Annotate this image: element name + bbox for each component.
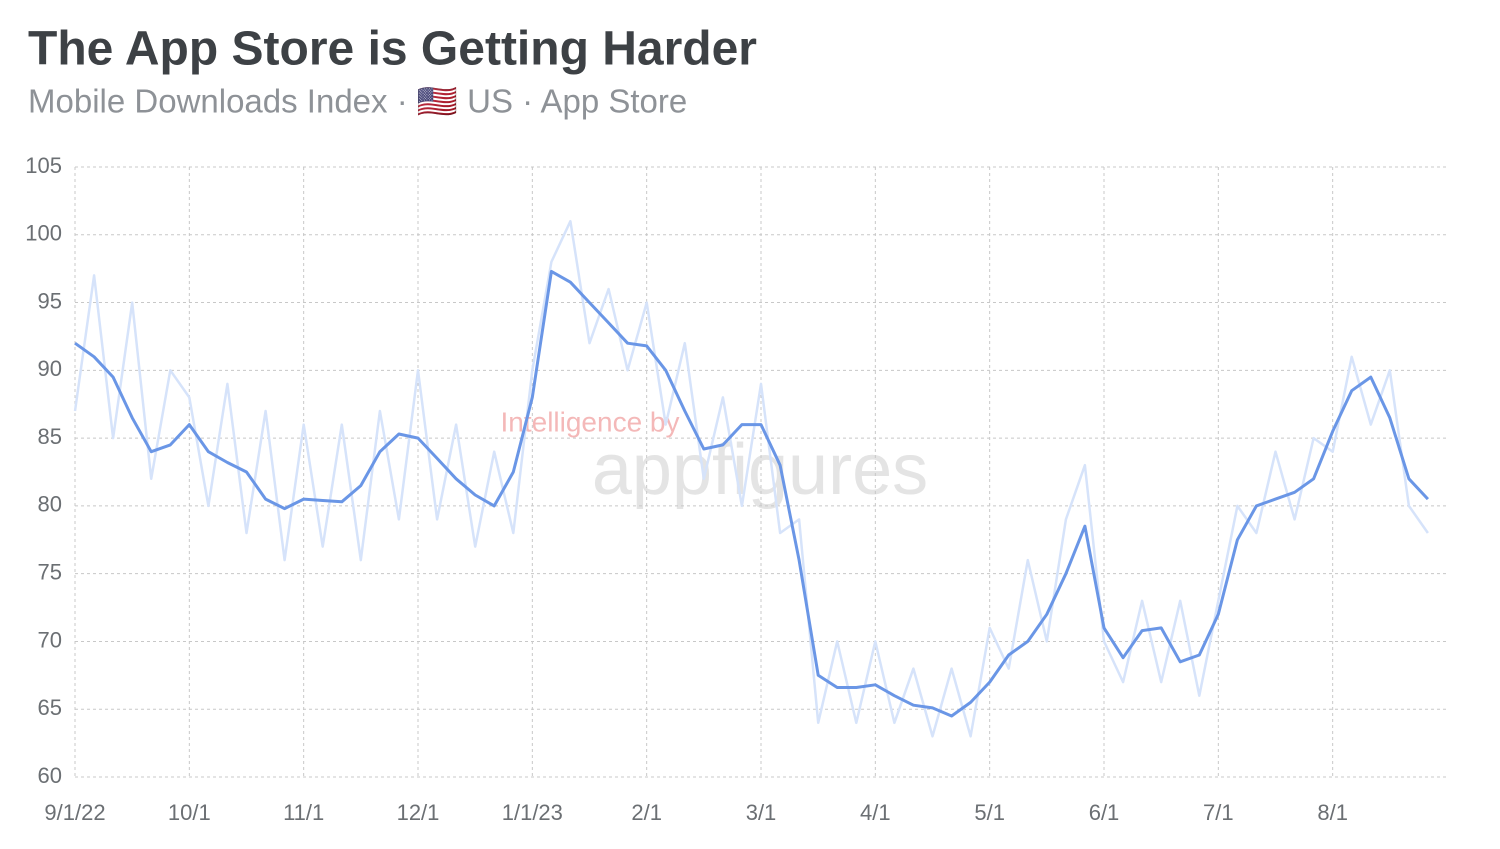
- x-tick-label: 11/1: [283, 800, 324, 825]
- x-tick-label: 6/1: [1089, 800, 1120, 825]
- x-tick-label: 3/1: [746, 800, 777, 825]
- line: [73, 219, 1429, 738]
- x-tick-label: 7/1: [1203, 800, 1234, 825]
- x-tick-label: 8/1: [1317, 800, 1348, 825]
- y-tick-label: 100: [25, 221, 62, 246]
- x-tick-label: 9/1/22: [44, 800, 105, 825]
- watermark: Intelligence by: [500, 406, 679, 437]
- x-tick-label: 4/1: [860, 800, 891, 825]
- chart-title: The App Store is Getting Harder: [28, 23, 757, 76]
- x-tick-label: 2/1: [631, 800, 662, 825]
- y-tick-label: 75: [38, 559, 62, 584]
- y-tick-label: 85: [38, 424, 62, 449]
- watermark: appfigures: [592, 430, 928, 510]
- y-tick-label: 95: [38, 288, 62, 313]
- chart-subtitle: Mobile Downloads Index · 🇺🇸 US · App Sto…: [28, 83, 687, 120]
- x-tick-label: 10/1: [168, 800, 211, 825]
- y-tick-label: 70: [38, 627, 62, 652]
- y-tick-label: 65: [38, 695, 62, 720]
- y-tick-label: 80: [38, 492, 62, 517]
- x-tick-label: 1/1/23: [502, 800, 563, 825]
- x-tick-label: 5/1: [974, 800, 1005, 825]
- x-tick-label: 12/1: [397, 800, 440, 825]
- y-tick-label: 105: [25, 153, 62, 178]
- line: [74, 269, 1429, 718]
- y-tick-label: 60: [38, 763, 62, 788]
- y-tick-label: 90: [38, 356, 62, 381]
